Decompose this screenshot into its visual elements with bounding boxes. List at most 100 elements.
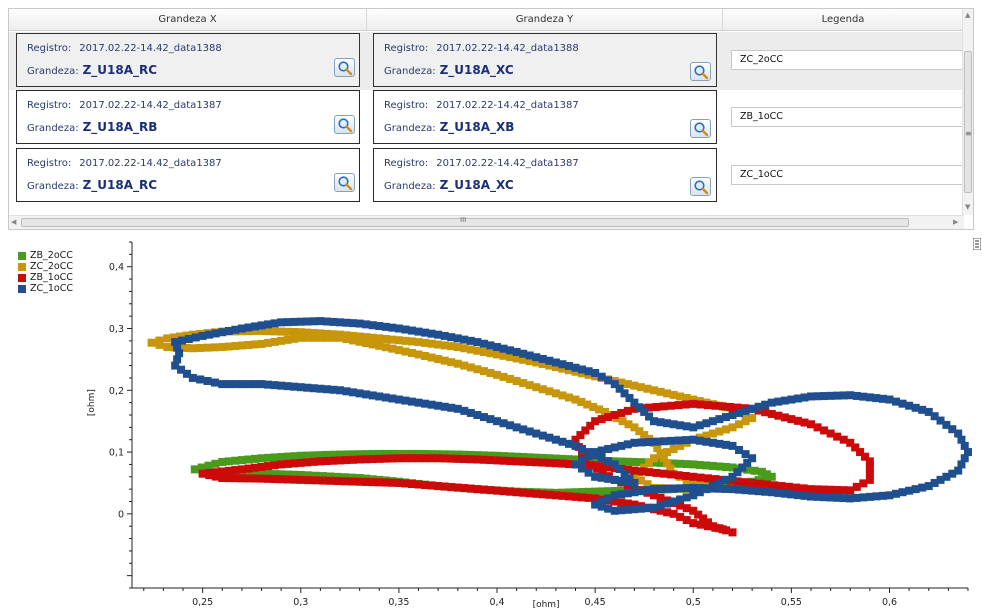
x-tick-label: 0,55 bbox=[781, 597, 802, 608]
data-point bbox=[623, 440, 632, 449]
data-point bbox=[381, 454, 390, 463]
data-point bbox=[708, 417, 717, 426]
data-point bbox=[630, 404, 639, 413]
grip-icon: III bbox=[460, 216, 467, 224]
data-point bbox=[204, 461, 213, 470]
data-point bbox=[355, 477, 364, 486]
data-point bbox=[175, 349, 184, 358]
data-point bbox=[799, 484, 808, 493]
chart-plot-area[interactable]: 0 0,1 0,2 0,3 0,4 0,25 0,3 0,35 0,4 0,45 0,5 0,55 0,… bbox=[0, 232, 982, 610]
magnifier-icon[interactable] bbox=[334, 58, 355, 77]
data-point bbox=[250, 380, 259, 389]
horizontal-scrollbar[interactable]: ◀ III ▶ bbox=[9, 215, 964, 229]
data-point bbox=[852, 391, 861, 400]
data-point bbox=[473, 411, 482, 419]
triangle-left-icon[interactable]: ◀ bbox=[11, 218, 17, 226]
data-point bbox=[440, 482, 449, 491]
data-point bbox=[368, 321, 377, 330]
grandeza-y-cell-row-2[interactable]: Registro: 2017.02.22-14.42_data1387 Grand… bbox=[373, 90, 717, 144]
data-point bbox=[584, 452, 593, 461]
magnifier-icon[interactable] bbox=[690, 119, 711, 138]
data-point bbox=[349, 319, 358, 328]
data-point bbox=[414, 338, 423, 347]
magnifier-icon[interactable] bbox=[690, 177, 711, 196]
data-point bbox=[414, 350, 423, 359]
impedance-chart: ZB_2oCC ZC_2oCC ZB_1oCC ZC_1oCC 0 0,1 0,2 0,3 0… bbox=[0, 232, 982, 610]
data-point bbox=[793, 416, 802, 425]
data-point bbox=[466, 408, 475, 417]
data-point bbox=[905, 401, 914, 410]
data-point bbox=[564, 455, 573, 464]
legenda-input-row-2[interactable]: ZB_1oCC bbox=[731, 107, 971, 127]
data-point bbox=[257, 454, 266, 463]
data-point bbox=[473, 451, 482, 460]
data-point bbox=[218, 457, 227, 466]
data-point bbox=[735, 408, 744, 417]
column-header-grandeza-x[interactable]: Grandeza X bbox=[9, 9, 367, 31]
data-point bbox=[283, 335, 292, 344]
data-point bbox=[860, 452, 869, 461]
data-point bbox=[532, 358, 541, 367]
data-point bbox=[493, 451, 502, 460]
data-point bbox=[211, 468, 220, 477]
x-tick-label: 0,5 bbox=[686, 597, 701, 608]
legend-swatch bbox=[18, 284, 26, 293]
vertical-scroll-thumb[interactable] bbox=[964, 51, 972, 193]
column-header-grandeza-y[interactable]: Grandeza Y bbox=[367, 9, 723, 31]
data-point bbox=[342, 331, 351, 340]
data-point bbox=[270, 461, 279, 470]
registro-value: 2017.02.22-14.42_data1387 bbox=[79, 100, 222, 111]
data-point bbox=[231, 325, 240, 334]
triangle-right-icon[interactable]: ▶ bbox=[953, 218, 959, 226]
grandeza-y-cell-row-1[interactable]: Registro: 2017.02.22-14.42_data1388 Grand… bbox=[373, 33, 717, 87]
data-point bbox=[630, 381, 639, 390]
magnifier-icon[interactable] bbox=[690, 62, 711, 81]
triangle-up-icon[interactable]: ▲ bbox=[965, 11, 971, 19]
data-point bbox=[196, 375, 205, 384]
triangle-down-icon[interactable]: ▼ bbox=[965, 203, 971, 211]
data-point bbox=[368, 391, 377, 400]
data-point bbox=[506, 457, 515, 466]
vertical-scrollbar[interactable]: ▲ ≡ ▼ bbox=[962, 9, 973, 215]
data-point bbox=[597, 415, 606, 424]
data-point bbox=[852, 493, 861, 502]
data-point bbox=[237, 341, 246, 350]
magnifier-icon[interactable] bbox=[334, 115, 355, 134]
data-point bbox=[329, 385, 338, 394]
grandeza-x-cell-row-1[interactable]: Registro: 2017.02.22-14.42_data1388 Grand… bbox=[16, 33, 360, 87]
menu-grip-icon[interactable] bbox=[973, 238, 981, 250]
data-point bbox=[643, 480, 652, 489]
data-point bbox=[173, 355, 182, 364]
data-point bbox=[316, 451, 325, 460]
data-point bbox=[936, 475, 945, 484]
data-point bbox=[257, 326, 266, 335]
data-point bbox=[224, 342, 233, 351]
legenda-input-row-3[interactable]: ZC_1oCC bbox=[731, 165, 971, 185]
data-point bbox=[593, 464, 602, 473]
data-point bbox=[839, 391, 848, 400]
magnifier-icon[interactable] bbox=[334, 173, 355, 192]
grandeza-x-cell-row-3[interactable]: Registro: 2017.02.22-14.42_data1387 Grand… bbox=[16, 148, 360, 202]
data-point bbox=[224, 466, 233, 475]
data-point bbox=[669, 459, 678, 468]
data-point bbox=[322, 317, 331, 326]
data-point bbox=[770, 481, 779, 490]
data-point bbox=[519, 349, 528, 358]
data-point bbox=[650, 458, 659, 467]
data-point bbox=[918, 483, 927, 492]
grandeza-y-cell-row-3[interactable]: Registro: 2017.02.22-14.42_data1387 Grand… bbox=[373, 148, 717, 202]
data-point bbox=[355, 450, 364, 459]
grandeza-x-cell-row-2[interactable]: Registro: 2017.02.22-14.42_data1387 Grand… bbox=[16, 90, 360, 144]
data-point bbox=[277, 381, 286, 390]
data-point bbox=[695, 484, 704, 493]
data-point bbox=[667, 401, 676, 410]
column-header-legenda[interactable]: Legenda bbox=[723, 9, 964, 31]
data-point bbox=[414, 480, 423, 489]
data-point bbox=[427, 454, 436, 463]
horizontal-scroll-thumb[interactable]: III bbox=[21, 216, 909, 227]
legenda-input-row-1[interactable]: ZC_2oCC bbox=[731, 50, 971, 70]
registro-label: Registro: bbox=[384, 43, 429, 54]
data-point bbox=[865, 475, 874, 484]
data-point bbox=[696, 473, 705, 482]
data-point bbox=[954, 429, 963, 438]
